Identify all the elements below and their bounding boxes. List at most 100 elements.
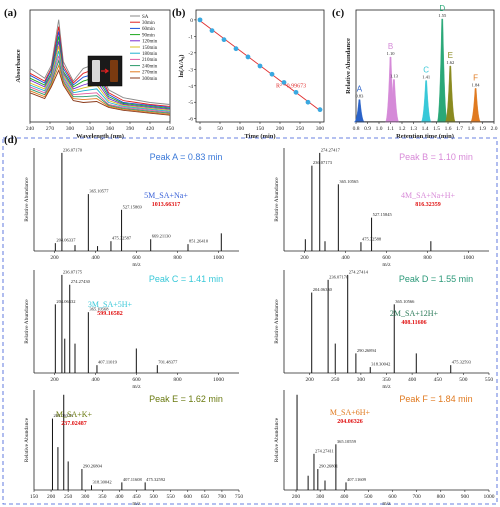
b-data-point [317,107,323,113]
spectrum-peak-label: 475.32588 [362,237,382,242]
c-peak [444,65,456,123]
a-series-line [29,31,171,108]
c-x-tick-label: 1.4 [422,126,429,132]
spectrum-ylabel: Relative Abundance [274,177,280,222]
spectrum-x-tick-label: 700 [413,494,422,500]
spectrum-x-tick-label: 600 [132,255,141,261]
spectrum-x-tick-label: 250 [64,494,73,500]
a-legend-label: 240min [142,64,158,69]
spectrum-peak-label: 236.07175 [63,269,83,274]
b-y-tick-label: -5 [188,100,193,106]
b-y-tick-label: -3 [188,67,193,73]
spectrum-peak-label: 274.27414 [349,269,369,274]
spectrum-peak-label: 365.10566 [395,299,415,304]
a-legend-label: 120min [142,40,158,45]
spectrum-peak-label: 274.27430 [71,279,91,284]
spectrum-x-tick-label: 600 [382,255,391,261]
spectrum-title: Peak A = 0.83 min [150,152,223,162]
spectrum-ylabel: Relative Abundance [24,299,30,344]
c-peak-letter: F [473,73,478,82]
a-series-line [29,26,171,107]
c-x-tick-label: 1.8 [468,126,475,132]
spectrum-x-tick-label: 1000 [213,377,224,383]
a-x-tick-label: 330 [86,126,95,132]
a-x-tick-label: 240 [26,126,35,132]
spectrum-panel: 200 250 300 350 400 450 500 550 m/z Relative Abun… [274,269,493,390]
spectrum-x-tick-label: 350 [382,377,391,383]
c-x-tick-label: 1.2 [399,126,406,132]
spectrum-x-tick-label: 600 [184,494,193,500]
c-peak-letter: A [357,85,363,94]
b-y-tick-label: 0 [190,18,193,24]
a-series-line [29,41,171,110]
spectrum-ylabel: Relative Abundance [24,177,30,222]
a-legend-label: 30min [142,21,155,26]
c-peak-rt: 1.55 [438,13,447,18]
c-ylabel: Relative Abundance [345,38,352,94]
spectrum-x-tick-label: 500 [364,494,373,500]
spectrum-peak-label: 475.32592 [146,477,165,482]
spectrum-x-tick-label: 800 [173,255,182,261]
c-peak-rt: 1.62 [446,60,454,65]
spectrum-x-tick-label: 600 [132,377,141,383]
arrow-icon [101,68,110,74]
spectrum-peak-label: 274.27417 [321,147,341,152]
b-data-point [233,46,239,52]
spectrum-peak-label: 527.15845 [373,212,393,217]
spectrum-title: Peak C = 1.41 min [149,274,223,284]
spectrum-panel: 200 400 600 800 1000 m/z Relative Abundance 236… [24,147,239,268]
spectrum-title: Peak B = 1.10 min [399,152,473,162]
a-series-line [29,69,171,116]
spectrum-x-tick-label: 400 [115,494,124,500]
a-series-line [29,45,171,111]
c-peak-rt: 0.83 [356,94,365,99]
spectrum-ion: M_SA+6H+ [330,408,371,417]
spectrum-x-tick-label: 650 [201,494,210,500]
spectrum-x-tick-label: 200 [292,494,301,500]
c-peak [470,88,481,123]
c-peak-letter: E [448,51,453,60]
spectrum-xlabel: m/z [132,384,141,390]
spectrum-xlabel: m/z [382,262,391,268]
spectrum-x-tick-label: 900 [461,494,470,500]
a-legend-label: SA [142,15,149,20]
spectrum-x-tick-label: 450 [434,377,443,383]
spectrum-xlabel: m/z [132,501,141,507]
spectrum-title: Peak F = 1.84 min [399,394,472,404]
spectrum-x-tick-label: 300 [357,377,366,383]
spectrum-peak-label: 290.26894 [357,348,377,353]
spectrum-x-tick-label: 1000 [213,255,224,261]
c-peak-rt: 1.84 [472,82,481,87]
spectrum-peak-label: 365.10559 [337,439,357,444]
spectrum-x-tick-label: 700 [218,494,227,500]
spectrum-peak-label: 365.10577 [89,189,109,194]
spectrum-ion-mz: 408.11606 [401,320,426,326]
c-peak-rt: 1.41 [422,75,430,80]
spectrum-peak-label: 290.26801 [319,464,338,469]
spectrum-xlabel: m/z [382,501,391,507]
spectrum-peak-label: 407.11019 [98,360,118,365]
b-x-tick-label: 50 [217,126,223,132]
c-x-tick-label: 1.9 [479,126,486,132]
a-series-line [29,58,171,114]
c-x-tick-label: 1.7 [456,126,463,132]
c-x-tick-label: 1.0 [376,126,383,132]
spectrum-title: Peak D = 1.55 min [399,274,473,284]
panel-c-label: (c) [332,7,345,19]
spectrum-x-tick-label: 200 [47,494,56,500]
b-data-point [209,28,215,33]
b-y-tick-label: -2 [188,51,193,57]
brown-vial [110,60,118,82]
spectrum-x-tick-label: 800 [437,494,446,500]
c-peak-letter: D [439,4,445,13]
spectrum-ion: 4M_SA+Na+H+ [401,191,455,200]
spectrum-x-tick-label: 350 [98,494,107,500]
spectrum-panel: 150 200 250 300 350 400 450 500 550 600 650 700 750 m… [24,390,243,507]
spectrum-peak-label: 236.07173 [313,160,333,165]
b-data-point [221,37,227,43]
spectrum-ylabel: Relative Abundance [274,417,280,462]
b-x-tick-label: 150 [256,126,265,132]
spectrum-x-tick-label: 400 [340,494,349,500]
panel-d-frame [2,137,498,505]
c-x-tick-label: 0.8 [353,126,360,132]
